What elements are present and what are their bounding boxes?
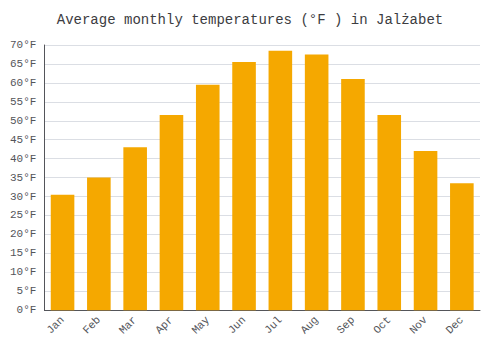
- svg-text:30°F: 30°F: [10, 191, 36, 203]
- svg-text:15°F: 15°F: [10, 247, 36, 259]
- svg-text:25°F: 25°F: [10, 209, 36, 221]
- svg-text:Feb: Feb: [81, 314, 103, 336]
- svg-text:Aug: Aug: [298, 314, 320, 336]
- svg-text:5°F: 5°F: [17, 285, 37, 297]
- svg-text:55°F: 55°F: [10, 96, 36, 108]
- svg-text:Jul: Jul: [262, 314, 284, 336]
- svg-text:70°F: 70°F: [10, 39, 36, 51]
- svg-text:10°F: 10°F: [10, 266, 36, 278]
- svg-text:35°F: 35°F: [10, 172, 36, 184]
- svg-text:Sep: Sep: [335, 314, 357, 336]
- svg-text:60°F: 60°F: [10, 77, 36, 89]
- svg-text:Jan: Jan: [44, 314, 66, 336]
- svg-text:Mar: Mar: [117, 314, 139, 336]
- svg-text:Oct: Oct: [371, 314, 393, 336]
- svg-text:0°F: 0°F: [17, 304, 37, 316]
- svg-text:45°F: 45°F: [10, 134, 36, 146]
- svg-text:20°F: 20°F: [10, 228, 36, 240]
- svg-text:May: May: [190, 314, 213, 337]
- svg-text:Apr: Apr: [153, 314, 175, 336]
- svg-text:Nov: Nov: [407, 314, 430, 337]
- svg-text:65°F: 65°F: [10, 58, 36, 70]
- svg-text:40°F: 40°F: [10, 153, 36, 165]
- svg-text:50°F: 50°F: [10, 115, 36, 127]
- svg-text:Average monthly temperatures (: Average monthly temperatures (°F ) in Ja…: [57, 12, 443, 28]
- svg-text:Dec: Dec: [444, 314, 466, 336]
- svg-text:Jun: Jun: [226, 314, 248, 336]
